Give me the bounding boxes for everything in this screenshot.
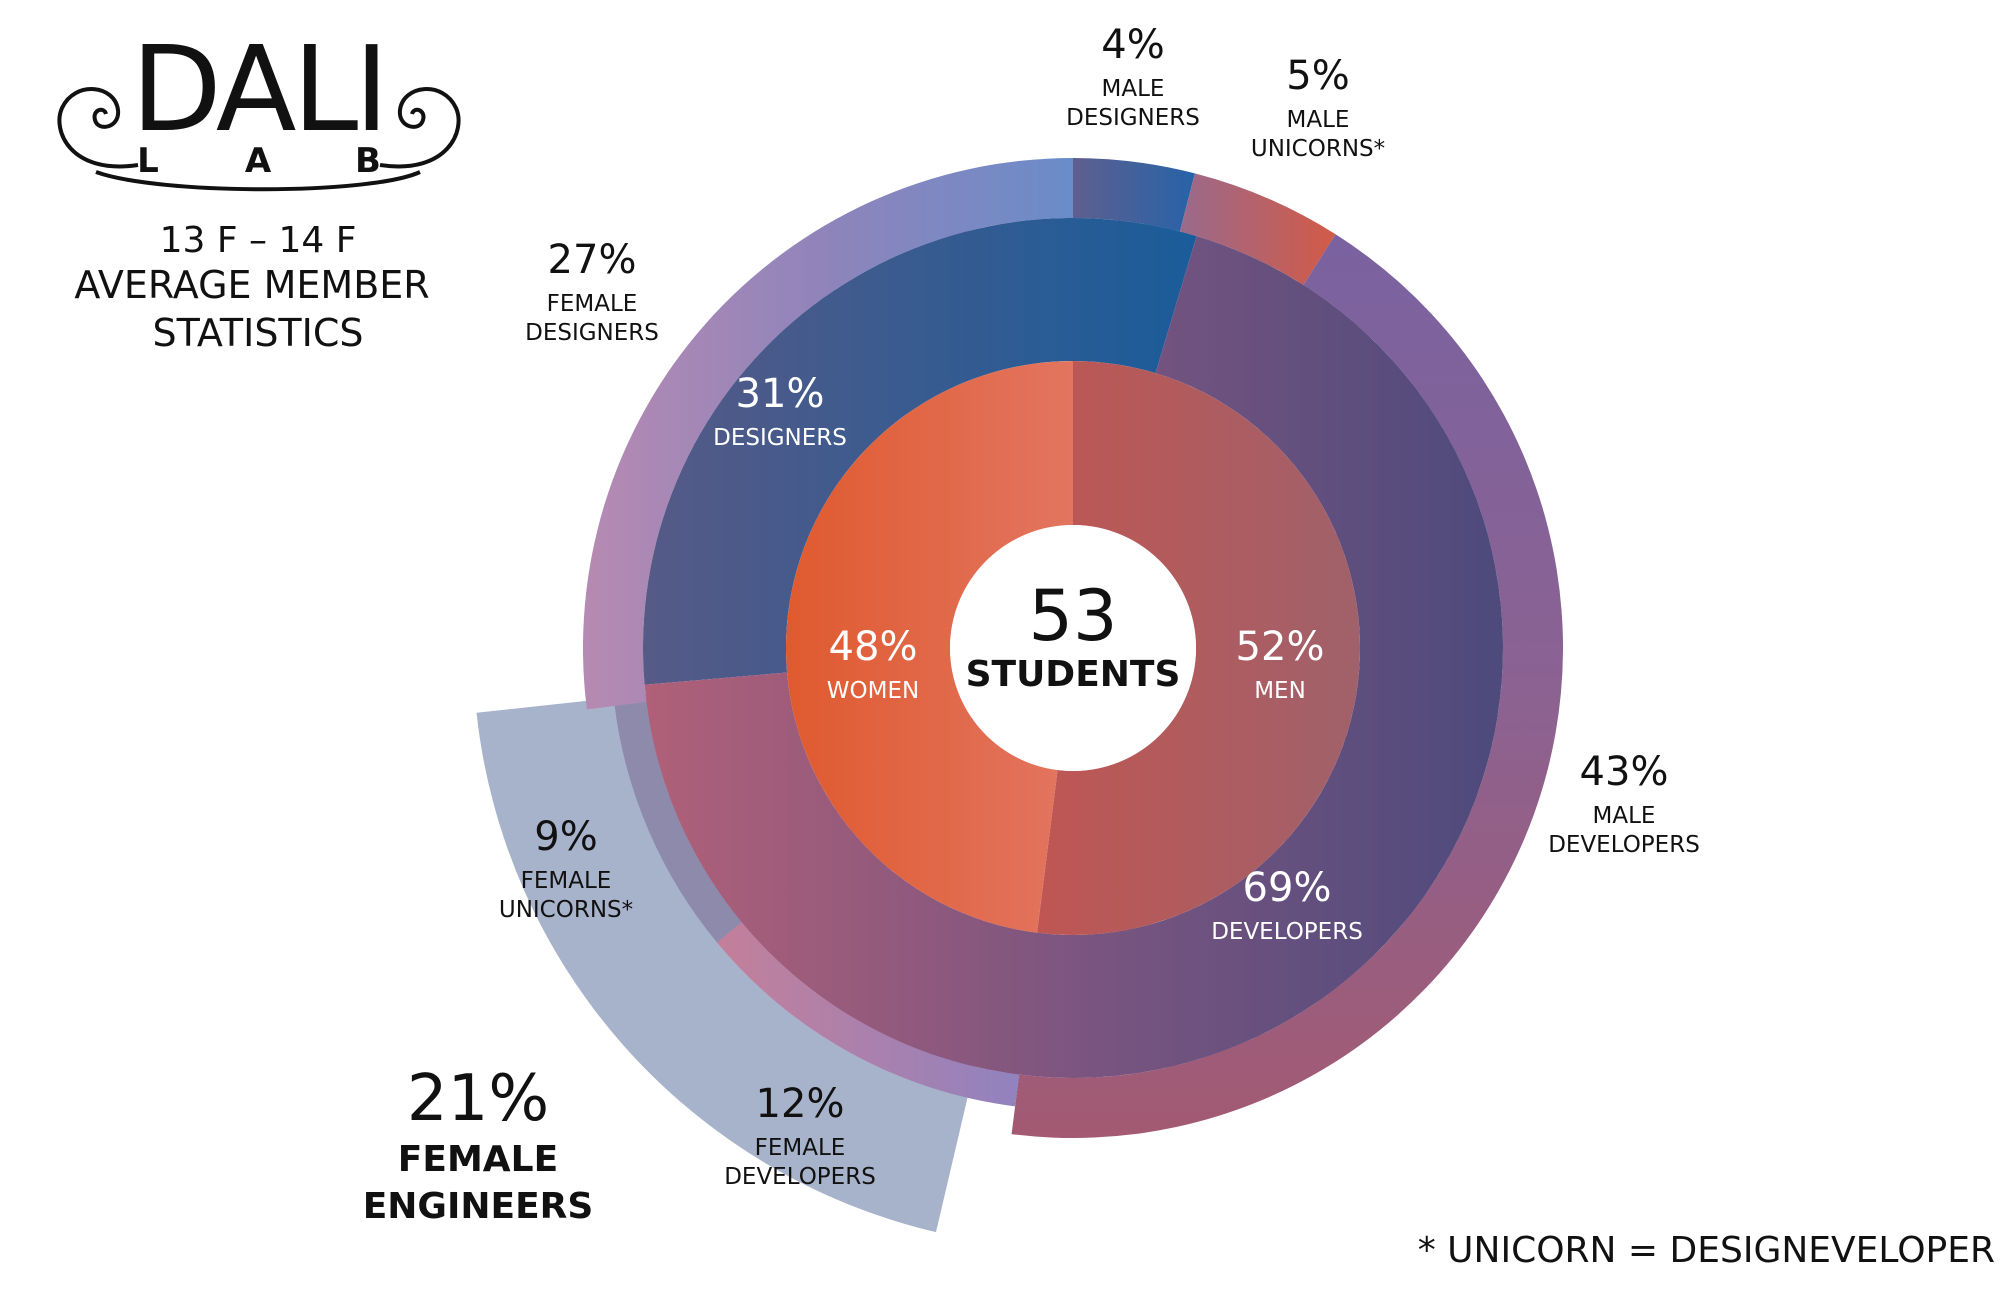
developers-label-label-1: DEVELOPERS — [1211, 919, 1363, 945]
gender-ring — [785, 361, 1360, 935]
female-engineers-panel — [476, 693, 978, 1233]
segment-male-developers — [1011, 234, 1564, 1139]
center-count: 53 — [1028, 575, 1117, 657]
designers-label-label-1: DESIGNERS — [713, 425, 847, 451]
men-label-label-1: MEN — [1254, 678, 1306, 704]
female-designers-label-label-2: DESIGNERS — [525, 320, 659, 346]
logo-flourish-left — [57, 87, 139, 169]
logo-word: DALI — [131, 20, 385, 158]
chart-labels: 48% WOMEN 52% MEN 31% DESIGNERS 69% DEVELOPERS 4… — [363, 22, 1700, 1227]
segment-men — [1037, 361, 1360, 935]
men-label-pct: 52% — [1236, 624, 1325, 670]
outer-ring — [582, 158, 1564, 1139]
title-line-2: STATISTICS — [152, 311, 363, 355]
designers-label-pct: 31% — [736, 371, 825, 417]
segment-women — [785, 361, 1073, 933]
male-unicorns-label-label-2: UNICORNS* — [1251, 136, 1385, 162]
logo-flourish-right — [379, 87, 461, 169]
male-designers-label-pct: 4% — [1101, 22, 1164, 68]
logo-sub-a: A — [245, 141, 272, 181]
female-unicorns-label-pct: 9% — [534, 814, 597, 860]
logo-sub-b: B — [355, 141, 381, 181]
female-engineers-label-label-2: ENGINEERS — [363, 1186, 594, 1227]
segment-developers — [644, 236, 1504, 1079]
women-label-pct: 48% — [829, 624, 918, 670]
female-unicorns-label-label-1: FEMALE — [521, 868, 612, 894]
female-developers-label-label-2: DEVELOPERS — [724, 1164, 876, 1190]
female-developers-label-pct: 12% — [756, 1081, 845, 1127]
segment-designers — [643, 218, 1197, 685]
male-developers-label-pct: 43% — [1580, 749, 1669, 795]
segment-male-designers — [1073, 158, 1195, 232]
logo-sub-l: L — [137, 141, 159, 181]
logo-flourish-left-base — [95, 170, 421, 192]
male-unicorns-label-pct: 5% — [1286, 53, 1349, 99]
female-engineers-highlight — [476, 693, 978, 1233]
title-line-1: AVERAGE MEMBER — [74, 263, 429, 307]
segment-female-unicorns-band — [614, 701, 742, 943]
role-ring — [643, 218, 1504, 1079]
male-unicorns-label-label-1: MALE — [1287, 107, 1350, 133]
developers-label-pct: 69% — [1243, 865, 1332, 911]
female-developers-label-label-1: FEMALE — [755, 1135, 846, 1161]
female-unicorns-label-label-2: UNICORNS* — [499, 897, 633, 923]
male-designers-label-label-1: MALE — [1102, 76, 1165, 102]
period-label: 13 F – 14 F — [160, 220, 357, 261]
center-circle — [950, 525, 1196, 771]
segment-female-designers — [582, 158, 1073, 710]
male-developers-label-label-1: MALE — [1593, 803, 1656, 829]
female-designers-label-pct: 27% — [548, 237, 637, 283]
dali-lab-logo: DALI L A B — [57, 20, 461, 192]
center-unit: STUDENTS — [966, 654, 1181, 695]
segment-female-developers-band — [717, 922, 1020, 1107]
female-engineers-label-pct: 21% — [407, 1062, 549, 1136]
female-engineers-label-label-1: FEMALE — [398, 1139, 558, 1180]
female-designers-label-label-1: FEMALE — [547, 291, 638, 317]
footnote: * UNICORN = DESIGNEVELOPER — [1418, 1230, 1995, 1271]
women-label-label-1: WOMEN — [827, 678, 919, 704]
male-designers-label-label-2: DESIGNERS — [1066, 105, 1200, 131]
male-developers-label-label-2: DEVELOPERS — [1548, 832, 1700, 858]
segment-male-unicorns — [1179, 173, 1336, 285]
